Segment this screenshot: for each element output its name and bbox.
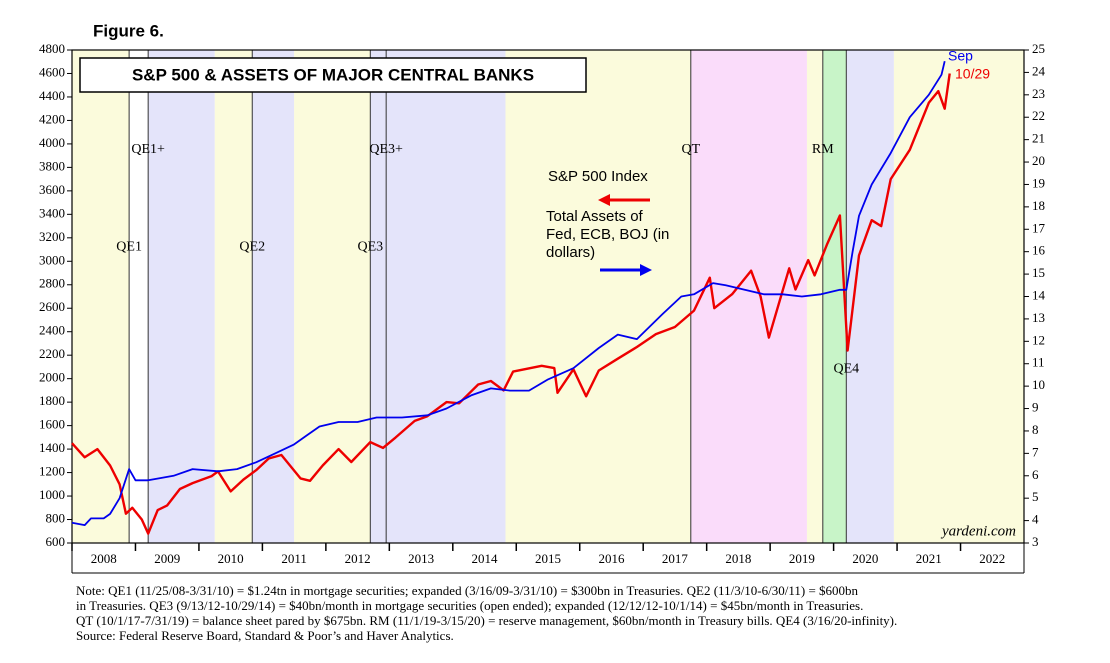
- y-tick-label: 3200: [39, 229, 65, 244]
- y2-tick-label: 15: [1032, 265, 1045, 280]
- legend-arrowhead: [640, 264, 652, 276]
- y-tick-label: 1000: [39, 487, 65, 502]
- period-band: [294, 50, 371, 543]
- y2-tick-label: 21: [1032, 131, 1045, 146]
- period-band: [370, 50, 506, 543]
- y2-tick-label: 22: [1032, 108, 1045, 123]
- annotation: QT: [681, 142, 700, 157]
- x-tick-label: 2011: [281, 551, 307, 566]
- period-band: [505, 50, 691, 543]
- x-tick-label: 2013: [408, 551, 434, 566]
- y2-tick-label: 6: [1032, 467, 1039, 482]
- y-tick-label: 3600: [39, 182, 65, 197]
- y2-tick-label: 12: [1032, 332, 1045, 347]
- y-tick-label: 3800: [39, 158, 65, 173]
- figure-header: Figure 6.: [93, 21, 164, 40]
- annotation: QE2: [239, 239, 265, 254]
- period-band: [893, 50, 1024, 543]
- y2-tick-label: 11: [1032, 355, 1045, 370]
- y2-tick-label: 18: [1032, 198, 1045, 213]
- end-label: 10/29: [955, 66, 990, 82]
- legend-arrowhead: [598, 194, 610, 206]
- annotation: QE1: [116, 239, 142, 254]
- plot-frame: [71, 49, 1025, 544]
- background-layer: [72, 50, 1024, 543]
- x-tick-label: 2016: [598, 551, 625, 566]
- period-band: [214, 50, 253, 543]
- y2-tick-label: 5: [1032, 489, 1039, 504]
- y2-tick-label: 3: [1032, 534, 1039, 549]
- x-tick-label: 2017: [662, 551, 689, 566]
- x-tick-label: 2022: [979, 551, 1005, 566]
- y2-tick-label: 13: [1032, 310, 1045, 325]
- y-tick-label: 1200: [39, 464, 65, 479]
- y-tick-label: 4400: [39, 88, 65, 103]
- y-tick-label: 600: [46, 534, 66, 549]
- x-tick-label: 2018: [725, 551, 751, 566]
- note-line: Note: QE1 (11/25/08-3/31/10) = $1.24tn i…: [76, 583, 859, 598]
- legend-label: S&P 500 Index: [548, 168, 648, 185]
- x-tick-label: 2012: [345, 551, 371, 566]
- y-tick-label: 1800: [39, 393, 65, 408]
- x-tick-label: 2021: [916, 551, 942, 566]
- note-line: QT (10/1/17-7/31/19) = balance sheet par…: [76, 613, 897, 628]
- period-band: [148, 50, 215, 543]
- chart-title: S&P 500 & ASSETS OF MAJOR CENTRAL BANKS: [132, 65, 534, 84]
- x-tick-label: 2020: [852, 551, 878, 566]
- period-band: [690, 50, 807, 543]
- y-tick-label: 2000: [39, 370, 65, 385]
- x-tick-label: 2014: [472, 551, 499, 566]
- y2-tick-label: 17: [1032, 220, 1046, 235]
- y2-tick-label: 16: [1032, 243, 1046, 258]
- y2-tick-label: 20: [1032, 153, 1045, 168]
- legend-label: Total Assets of Fed, ECB, BOJ (in dollar…: [546, 208, 670, 261]
- y-tick-label: 4600: [39, 64, 65, 79]
- y2-tick-label: 9: [1032, 400, 1039, 415]
- y2-tick-label: 4: [1032, 512, 1039, 527]
- annotation: QE4: [833, 361, 859, 376]
- x-tick-label: 2019: [789, 551, 815, 566]
- annotation: QE3+: [369, 142, 403, 157]
- y-tick-label: 2200: [39, 346, 65, 361]
- period-band: [806, 50, 823, 543]
- end-label: Sep: [948, 48, 973, 64]
- x-tick-label: 2010: [218, 551, 244, 566]
- y2-tick-label: 24: [1032, 63, 1046, 78]
- annotation: QE1+: [131, 142, 165, 157]
- note-line: Source: Federal Reserve Board, Standard …: [76, 628, 454, 643]
- y-tick-label: 2800: [39, 276, 65, 291]
- y2-tick-label: 14: [1032, 287, 1046, 302]
- x-tick-label: 2009: [154, 551, 180, 566]
- y-tick-label: 3400: [39, 205, 65, 220]
- y-tick-label: 4000: [39, 135, 65, 150]
- y-tick-label: 800: [46, 511, 66, 526]
- legend-wrap: Total Assets of Fed, ECB, BOJ (in dollar…: [546, 208, 670, 261]
- watermark: yardeni.com: [940, 523, 1016, 539]
- y-tick-label: 2400: [39, 323, 65, 338]
- period-band: [822, 50, 847, 543]
- y-tick-label: 4200: [39, 111, 65, 126]
- x-tick-label: 2008: [91, 551, 117, 566]
- annotation: RM: [812, 142, 834, 157]
- y-tick-label: 3000: [39, 252, 65, 267]
- y2-tick-label: 23: [1032, 86, 1045, 101]
- x-tick-label: 2015: [535, 551, 561, 566]
- series-line: [71, 60, 946, 526]
- period-band: [72, 50, 130, 543]
- y-tick-label: 1600: [39, 417, 65, 432]
- y2-tick-label: 7: [1032, 444, 1039, 459]
- y-tick-label: 4800: [39, 41, 65, 56]
- y2-tick-label: 10: [1032, 377, 1045, 392]
- y-tick-label: 2600: [39, 299, 65, 314]
- y-tick-label: 1400: [39, 440, 65, 455]
- y2-tick-label: 25: [1032, 41, 1045, 56]
- y2-tick-label: 19: [1032, 175, 1045, 190]
- title-box: [79, 57, 587, 93]
- annotation: QE3: [357, 239, 383, 254]
- note-line: in Treasuries. QE3 (9/13/12-10/29/14) = …: [76, 598, 863, 613]
- y2-tick-label: 8: [1032, 422, 1039, 437]
